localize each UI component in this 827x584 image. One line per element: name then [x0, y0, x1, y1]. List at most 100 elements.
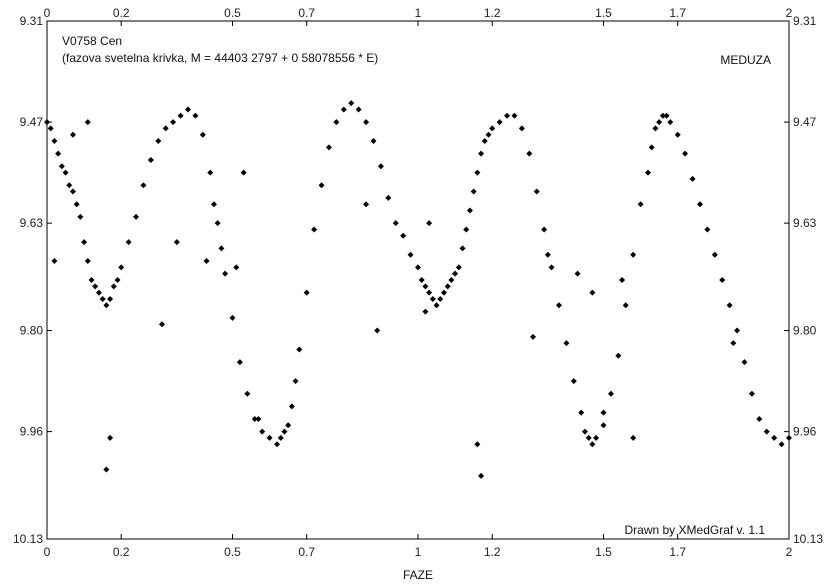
data-point [44, 119, 50, 126]
data-point [255, 415, 262, 422]
data-point [426, 289, 433, 296]
data-point [756, 415, 763, 422]
data-point [645, 169, 652, 176]
data-point [340, 106, 347, 113]
data-point [422, 283, 429, 290]
data-point [292, 378, 299, 385]
x-axis-tick-label-bottom: 0.2 [113, 545, 130, 559]
y-axis-tick-label-right: 9.96 [793, 425, 817, 439]
data-point [478, 472, 485, 479]
data-point [630, 251, 637, 258]
data-point [374, 327, 381, 334]
data-point [530, 333, 537, 340]
data-point [448, 277, 455, 283]
data-point [585, 434, 592, 441]
data-point [400, 232, 407, 239]
data-point [355, 106, 362, 113]
data-point [555, 302, 562, 309]
data-point [385, 194, 392, 201]
data-point [637, 201, 644, 208]
data-point [470, 188, 477, 195]
data-point [99, 295, 106, 302]
data-point [47, 125, 54, 132]
data-point [281, 428, 288, 435]
data-point [62, 169, 69, 176]
data-point [711, 251, 718, 258]
data-point [103, 466, 110, 473]
data-point [578, 409, 585, 416]
data-point [422, 308, 429, 315]
data-point [593, 434, 600, 441]
data-point [748, 390, 755, 397]
data-point [544, 251, 551, 258]
data-point [771, 434, 778, 441]
data-point [696, 201, 703, 208]
data-point [84, 258, 91, 265]
data-point [222, 270, 229, 277]
data-point [392, 220, 399, 227]
x-axis-tick-label-top: 0.2 [113, 6, 130, 20]
data-point [173, 239, 180, 246]
data-point [363, 201, 370, 208]
data-point [288, 403, 295, 410]
data-point [274, 441, 281, 448]
data-point [77, 213, 84, 220]
data-point [474, 169, 481, 176]
data-point [548, 264, 555, 271]
data-point [663, 112, 670, 119]
data-point [251, 415, 258, 422]
data-point [656, 119, 663, 126]
y-axis-tick-label-left: 9.80 [20, 324, 44, 338]
data-point [107, 295, 114, 302]
data-point [69, 131, 76, 138]
data-point [69, 188, 76, 195]
data-point [570, 378, 577, 385]
data-point [429, 295, 436, 302]
data-point [363, 119, 370, 126]
x-axis-tick-label-bottom: 1.5 [595, 545, 612, 559]
data-point [652, 125, 659, 132]
data-point [192, 112, 199, 119]
data-point [218, 245, 225, 252]
data-point [140, 182, 147, 189]
data-point [133, 213, 140, 220]
data-point [452, 270, 459, 277]
y-axis-tick-label-right: 9.80 [793, 324, 817, 338]
data-point [244, 390, 251, 397]
chart-subtitle: (fazova svetelna krivka, M = 44403 2797 … [62, 51, 378, 65]
y-axis-tick-label-right: 9.47 [793, 115, 817, 129]
data-point [489, 125, 496, 132]
data-point [786, 434, 792, 441]
data-point [719, 277, 726, 283]
data-point [55, 150, 62, 157]
data-point [466, 207, 473, 214]
data-point [459, 245, 466, 252]
data-point [73, 201, 80, 208]
y-axis-tick-label-right: 10.13 [793, 532, 823, 546]
chart-top-right-label: MEDUZA [720, 53, 771, 67]
data-point [433, 302, 440, 309]
data-point [92, 283, 99, 290]
plot-frame [46, 20, 790, 540]
y-axis-tick-label-right: 9.63 [793, 216, 817, 230]
data-point [266, 434, 273, 441]
data-point [563, 340, 570, 347]
data-point [84, 119, 91, 126]
x-axis-tick-label-top: 1.5 [595, 6, 612, 20]
data-point [526, 150, 533, 157]
data-point [426, 220, 433, 227]
data-point [589, 441, 596, 448]
x-axis-tick-label-top: 1.2 [484, 6, 501, 20]
data-point [118, 264, 125, 271]
data-point [147, 156, 154, 163]
data-point [184, 106, 191, 113]
data-point [203, 258, 210, 265]
data-point [682, 150, 689, 157]
data-point [730, 340, 737, 347]
x-axis-tick-label-bottom: 1.7 [669, 545, 686, 559]
data-point [233, 264, 240, 271]
data-point [481, 138, 488, 145]
data-point [159, 321, 166, 328]
data-point [236, 359, 243, 366]
data-point [659, 112, 666, 119]
